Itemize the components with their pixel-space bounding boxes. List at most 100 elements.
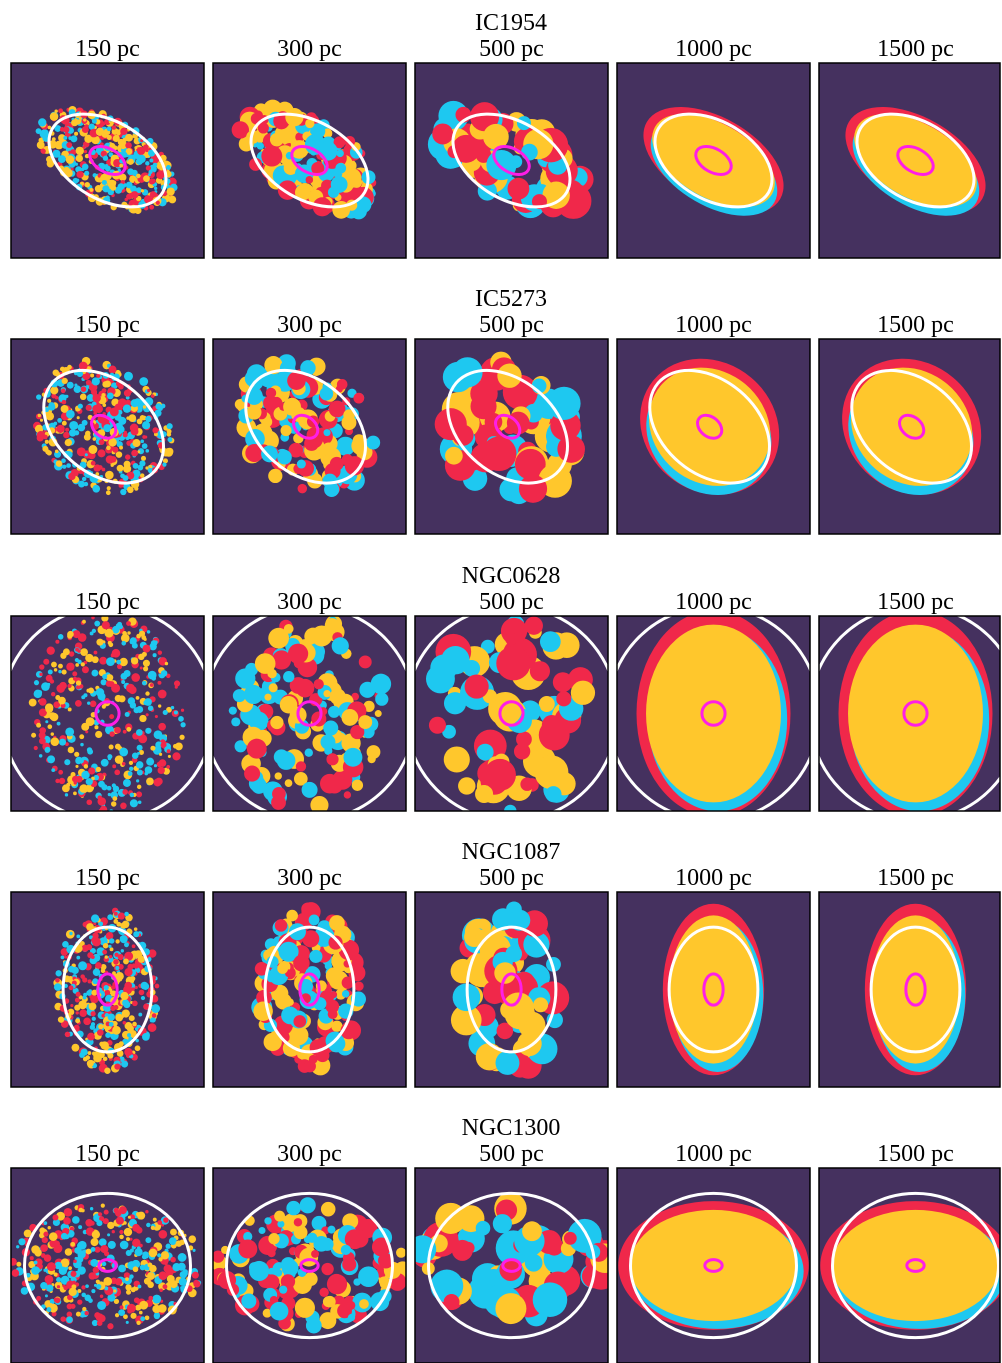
emission-blob xyxy=(107,640,112,645)
emission-blob xyxy=(132,439,141,448)
emission-blob xyxy=(77,1266,86,1275)
panel-label: 1000 pc xyxy=(675,589,752,615)
emission-blob xyxy=(91,656,99,664)
emission-blob xyxy=(254,962,269,976)
emission-blob xyxy=(274,919,288,932)
emission-blob xyxy=(68,1287,77,1297)
emission-blob xyxy=(137,146,146,156)
emission-blob xyxy=(96,1284,102,1290)
emission-blob xyxy=(81,1285,86,1290)
emission-blob xyxy=(81,476,87,482)
emission-blob xyxy=(89,1220,95,1226)
panel-frame xyxy=(616,1167,811,1363)
emission-blob xyxy=(319,386,334,401)
outer-ellipse xyxy=(446,368,569,485)
emission-blob xyxy=(109,955,113,959)
emission-blob xyxy=(120,991,129,1001)
emission-blob xyxy=(47,755,56,764)
emission-blob xyxy=(136,791,143,798)
emission-blob xyxy=(139,377,149,386)
emission-blob xyxy=(84,1310,89,1316)
emission-blob xyxy=(180,1286,184,1290)
emission-blob xyxy=(160,742,167,749)
emission-blob xyxy=(458,777,476,795)
emission-blob xyxy=(193,1280,201,1288)
panel xyxy=(11,1168,204,1363)
emission-blob xyxy=(57,634,64,640)
emission-blob xyxy=(39,672,43,677)
emission-blob xyxy=(61,399,67,405)
emission-blob xyxy=(86,430,90,435)
emission-region xyxy=(832,1209,999,1322)
emission-blob xyxy=(48,712,57,720)
emission-blob xyxy=(78,684,84,689)
emission-blob xyxy=(135,1038,139,1043)
emission-blob xyxy=(428,716,447,734)
emission-blob xyxy=(74,658,79,663)
emission-blob xyxy=(470,379,498,408)
inner-ellipse xyxy=(299,1258,320,1273)
emission-blob xyxy=(36,722,42,728)
emission-blob xyxy=(273,749,289,765)
emission-blob xyxy=(115,1216,124,1225)
emission-blob xyxy=(521,143,538,161)
emission-blob xyxy=(111,128,119,135)
emission-blob xyxy=(267,1248,276,1258)
panel-frame xyxy=(414,62,609,259)
emission-blob xyxy=(64,793,69,797)
emission-blob xyxy=(44,746,51,753)
emission-blob xyxy=(169,1280,178,1289)
panel-label: 1500 pc xyxy=(877,312,954,338)
emission-blob xyxy=(102,403,107,407)
emission-blob xyxy=(144,766,153,774)
emission-blob xyxy=(335,162,347,174)
emission-blob xyxy=(158,1257,163,1262)
emission-blob xyxy=(327,1273,346,1292)
emission-blob xyxy=(139,460,146,467)
emission-blob xyxy=(107,1221,115,1230)
emission-blob xyxy=(119,1234,124,1240)
panel xyxy=(617,339,810,534)
emission-blob xyxy=(343,747,363,767)
emission-blob xyxy=(567,1218,602,1253)
panel-label: 1000 pc xyxy=(675,36,752,62)
emission-blob xyxy=(483,758,516,791)
panel-label: 1000 pc xyxy=(675,312,752,338)
emission-blob xyxy=(101,616,109,622)
emission-blob xyxy=(131,449,139,457)
emission-blob xyxy=(135,187,142,194)
panel-label: 1500 pc xyxy=(877,36,954,62)
emission-blob xyxy=(130,657,139,665)
outer-ellipse xyxy=(47,112,168,209)
panel-label: 1000 pc xyxy=(675,1141,752,1167)
emission-blob xyxy=(89,1207,94,1211)
emission-blob xyxy=(180,708,185,712)
emission-blob xyxy=(75,991,81,997)
emission-blob xyxy=(38,698,47,706)
emission-blob xyxy=(48,140,58,149)
emission-blob xyxy=(118,383,124,390)
emission-blob xyxy=(80,1048,88,1056)
emission-blob xyxy=(145,161,150,166)
emission-blob xyxy=(65,427,70,432)
panel-label: 300 pc xyxy=(277,1141,342,1167)
emission-blob xyxy=(157,1304,167,1313)
emission-blob xyxy=(293,1218,303,1227)
emission-blob xyxy=(106,392,114,400)
emission-blob xyxy=(33,1260,38,1265)
emission-blob xyxy=(137,800,142,805)
emission-blob xyxy=(66,463,71,468)
emission-blob xyxy=(76,370,84,378)
emission-blob xyxy=(114,1278,123,1286)
emission-blob xyxy=(534,755,569,790)
emission-blob xyxy=(552,672,573,693)
emission-blob xyxy=(91,989,98,996)
emission-region xyxy=(669,915,758,1064)
emission-blob xyxy=(125,1237,131,1242)
emission-blob xyxy=(160,670,168,677)
emission-blob xyxy=(141,443,148,449)
emission-blob xyxy=(28,1260,36,1269)
emission-blob xyxy=(324,618,340,633)
emission-blob xyxy=(61,420,67,426)
emission-blob xyxy=(98,1238,107,1247)
